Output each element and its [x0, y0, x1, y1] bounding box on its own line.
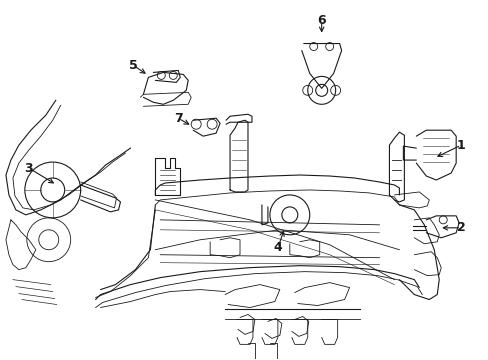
- Text: 2: 2: [456, 221, 465, 234]
- Text: 6: 6: [317, 14, 325, 27]
- Text: 4: 4: [273, 241, 282, 254]
- Text: 1: 1: [456, 139, 465, 152]
- Text: 7: 7: [174, 112, 182, 125]
- Text: 3: 3: [24, 162, 33, 175]
- Text: 5: 5: [129, 59, 138, 72]
